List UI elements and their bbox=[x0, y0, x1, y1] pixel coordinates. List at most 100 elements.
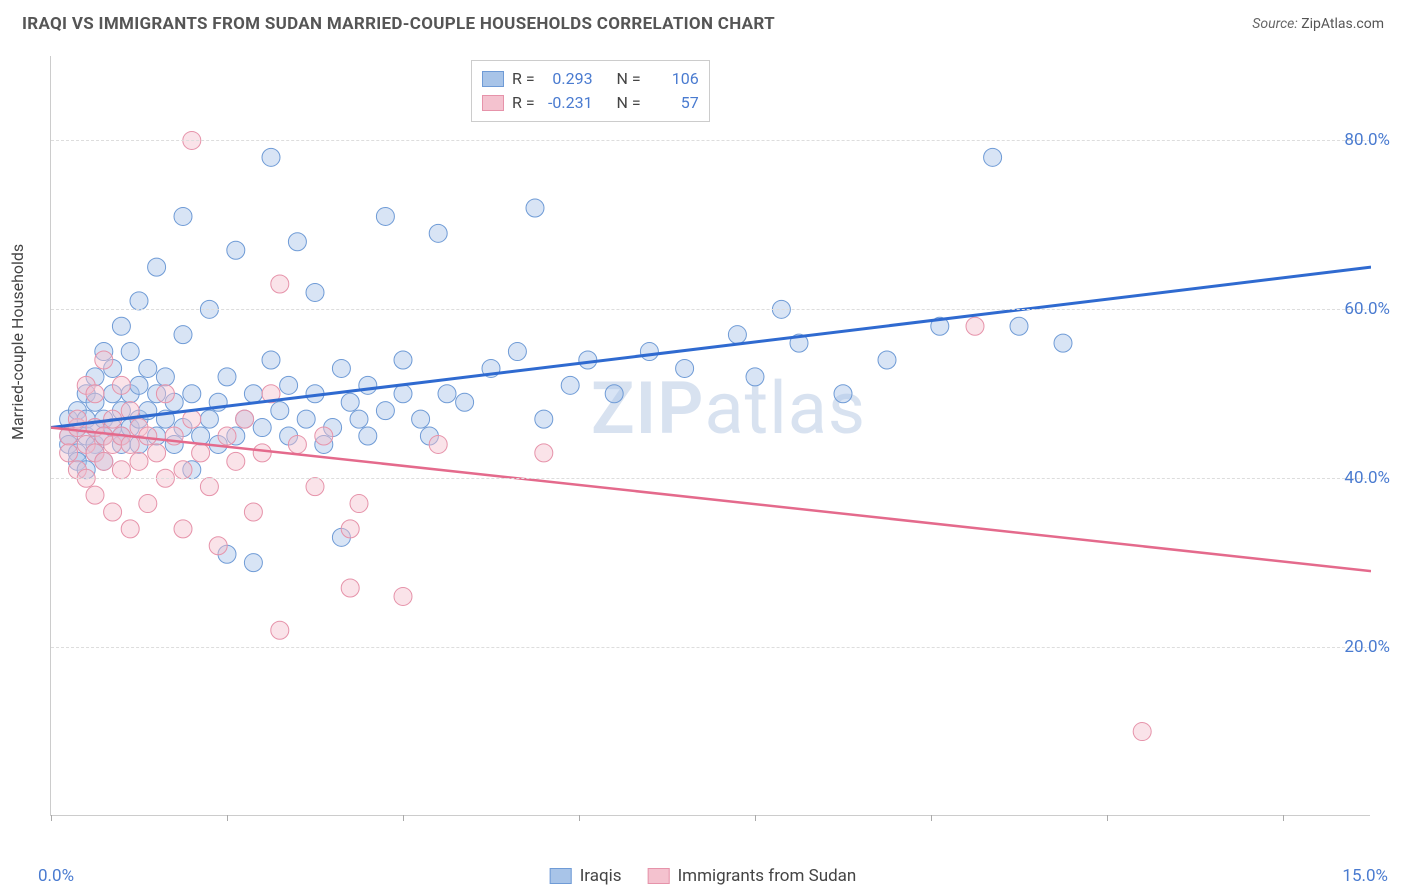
legend-swatch-iraqis bbox=[550, 868, 572, 884]
source-site: ZipAtlas.com bbox=[1301, 16, 1384, 32]
source-label: Source: bbox=[1252, 16, 1297, 32]
scatter-point bbox=[376, 402, 394, 420]
scatter-point bbox=[174, 207, 192, 225]
scatter-point bbox=[288, 435, 306, 453]
scatter-point bbox=[121, 520, 139, 538]
scatter-point bbox=[394, 385, 412, 403]
scatter-point bbox=[966, 317, 984, 335]
scatter-point bbox=[376, 207, 394, 225]
scatter-point bbox=[104, 503, 122, 521]
scatter-point bbox=[341, 393, 359, 411]
scatter-point bbox=[86, 385, 104, 403]
scatter-point bbox=[112, 376, 130, 394]
trend-line bbox=[51, 428, 1371, 572]
scatter-point bbox=[262, 351, 280, 369]
scatter-point bbox=[156, 385, 174, 403]
scatter-point bbox=[412, 410, 430, 428]
scatter-point bbox=[139, 427, 157, 445]
scatter-point bbox=[244, 503, 262, 521]
scatter-point bbox=[341, 579, 359, 597]
scatter-point bbox=[271, 275, 289, 293]
scatter-point bbox=[174, 520, 192, 538]
scatter-point bbox=[227, 452, 245, 470]
scatter-point bbox=[535, 410, 553, 428]
scatter-point bbox=[253, 444, 271, 462]
scatter-point bbox=[130, 452, 148, 470]
legend-item-iraqis: Iraqis bbox=[550, 866, 622, 886]
stat-r-label: R = bbox=[512, 91, 535, 115]
scatter-point bbox=[156, 368, 174, 386]
scatter-point bbox=[535, 444, 553, 462]
scatter-point bbox=[253, 419, 271, 437]
scatter-point bbox=[315, 427, 333, 445]
scatter-point bbox=[112, 461, 130, 479]
scatter-point bbox=[1054, 334, 1072, 352]
scatter-point bbox=[148, 258, 166, 276]
scatter-point bbox=[878, 351, 896, 369]
scatter-point bbox=[218, 427, 236, 445]
scatter-point bbox=[95, 351, 113, 369]
stat-r-value: -0.231 bbox=[543, 91, 593, 115]
scatter-point bbox=[676, 359, 694, 377]
stats-row: R = -0.231 N = 57 bbox=[482, 91, 699, 115]
chart-container: IRAQI VS IMMIGRANTS FROM SUDAN MARRIED-C… bbox=[0, 0, 1406, 892]
scatter-point bbox=[227, 241, 245, 259]
scatter-point bbox=[121, 435, 139, 453]
scatter-point bbox=[350, 495, 368, 513]
scatter-point bbox=[605, 385, 623, 403]
stat-r-value: 0.293 bbox=[543, 67, 593, 91]
scatter-point bbox=[341, 520, 359, 538]
y-tick-label-80: 80.0% bbox=[1344, 130, 1390, 150]
legend: Iraqis Immigrants from Sudan bbox=[550, 866, 857, 886]
scatter-point bbox=[429, 224, 447, 242]
scatter-point bbox=[984, 148, 1002, 166]
scatter-point bbox=[200, 410, 218, 428]
scatter-point bbox=[130, 292, 148, 310]
stat-r-label: R = bbox=[512, 67, 535, 91]
legend-label-sudan: Immigrants from Sudan bbox=[678, 866, 857, 886]
legend-swatch-sudan bbox=[648, 868, 670, 884]
trend-line bbox=[51, 267, 1371, 427]
stat-n-label: N = bbox=[617, 91, 641, 115]
scatter-point bbox=[209, 537, 227, 555]
y-tick-label-40: 40.0% bbox=[1344, 468, 1390, 488]
scatter-point bbox=[456, 393, 474, 411]
scatter-point bbox=[139, 495, 157, 513]
x-tick-label-15: 15.0% bbox=[1342, 866, 1388, 886]
y-tick-label-60: 60.0% bbox=[1344, 299, 1390, 319]
scatter-point bbox=[262, 148, 280, 166]
scatter-point bbox=[526, 199, 544, 217]
x-tick-label-0: 0.0% bbox=[38, 866, 74, 886]
stats-swatch bbox=[482, 71, 504, 87]
scatter-svg bbox=[51, 56, 1371, 816]
source-attribution: Source: ZipAtlas.com bbox=[1252, 16, 1384, 32]
stat-n-value: 57 bbox=[649, 91, 699, 115]
scatter-point bbox=[332, 359, 350, 377]
scatter-point bbox=[271, 621, 289, 639]
scatter-point bbox=[359, 427, 377, 445]
scatter-point bbox=[359, 376, 377, 394]
legend-label-iraqis: Iraqis bbox=[580, 866, 622, 886]
scatter-point bbox=[86, 486, 104, 504]
stats-swatch bbox=[482, 95, 504, 111]
y-axis-label: Married-couple Households bbox=[8, 244, 27, 440]
plot-area: ZIPatlas R =0.293 N =106R =-0.231 N =57 bbox=[50, 56, 1370, 816]
scatter-point bbox=[1010, 317, 1028, 335]
scatter-point bbox=[244, 385, 262, 403]
scatter-point bbox=[288, 233, 306, 251]
scatter-point bbox=[236, 410, 254, 428]
scatter-point bbox=[95, 452, 113, 470]
scatter-point bbox=[746, 368, 764, 386]
header: IRAQI VS IMMIGRANTS FROM SUDAN MARRIED-C… bbox=[0, 0, 1406, 44]
scatter-point bbox=[561, 376, 579, 394]
scatter-point bbox=[429, 435, 447, 453]
scatter-point bbox=[728, 326, 746, 344]
scatter-point bbox=[121, 343, 139, 361]
scatter-point bbox=[306, 283, 324, 301]
scatter-point bbox=[174, 461, 192, 479]
scatter-point bbox=[394, 351, 412, 369]
chart-title: IRAQI VS IMMIGRANTS FROM SUDAN MARRIED-C… bbox=[22, 14, 775, 34]
scatter-point bbox=[297, 410, 315, 428]
scatter-point bbox=[834, 385, 852, 403]
scatter-point bbox=[60, 444, 78, 462]
